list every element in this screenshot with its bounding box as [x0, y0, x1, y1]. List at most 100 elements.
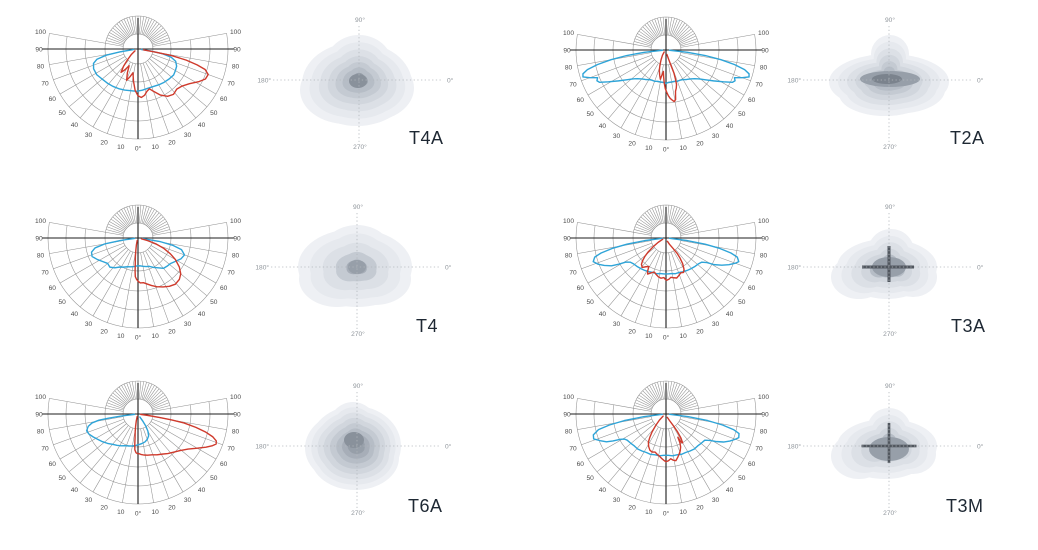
polar-axes: [570, 19, 762, 140]
polar-axes: [42, 207, 234, 328]
panel-label-t2a: T2A: [950, 128, 985, 148]
angle-tick-label: 100: [758, 394, 769, 401]
angle-tick-label: 20: [168, 504, 176, 511]
direction-label-left: 180°: [787, 76, 801, 84]
c90-plane-curve: [582, 49, 750, 84]
polar-axes: [570, 383, 762, 504]
angle-tick-label: 40: [726, 311, 734, 318]
isocandela-diagram-t3a: 90° 270° 180° 0°: [787, 203, 983, 338]
angle-tick-label: 40: [599, 123, 607, 130]
c0-plane-curve: [658, 51, 678, 103]
angle-tick-label: 50: [59, 475, 67, 482]
c0-plane-curve: [134, 413, 217, 456]
angle-tick-label: 100: [758, 218, 769, 225]
angle-tick-label: 80: [232, 253, 240, 260]
angle-tick-label: 80: [565, 253, 573, 260]
c90-plane-curve: [85, 413, 150, 447]
direction-label-left: 180°: [255, 442, 269, 450]
angle-tick-label: 50: [59, 110, 67, 117]
angle-tick-label: 50: [210, 110, 218, 117]
direction-label-bottom: 270°: [351, 509, 365, 517]
direction-label-bottom: 270°: [883, 509, 897, 517]
angle-tick-label: 60: [748, 97, 756, 104]
angle-tick-label: 10: [645, 509, 653, 516]
polar-grid: [575, 380, 757, 505]
angle-tick-label: 0°: [663, 509, 670, 517]
angle-tick-label: 40: [599, 311, 607, 318]
contour-dotted-axes: [271, 392, 441, 508]
angle-tick-label: 40: [71, 311, 79, 318]
angle-tick-label: 60: [748, 461, 756, 468]
angle-tick-label: 20: [168, 139, 176, 146]
angle-tick-label: 70: [569, 81, 577, 88]
angle-tick-label: 20: [696, 328, 704, 335]
angle-tick-label: 60: [220, 96, 228, 103]
angle-tick-label: 70: [755, 81, 763, 88]
angle-tick-label: 80: [760, 65, 768, 72]
panel-label-t3a: T3A: [951, 316, 986, 336]
angle-tick-label: 60: [220, 461, 228, 468]
angle-tick-label: 30: [85, 132, 93, 139]
direction-label-left: 180°: [787, 442, 801, 450]
angle-tick-label: 20: [100, 328, 108, 335]
angle-tick-label: 50: [210, 475, 218, 482]
contour-core-shape: [349, 74, 367, 88]
angle-tick-label: 20: [628, 140, 636, 147]
angle-tick-label: 100: [35, 394, 46, 401]
direction-label-right: 0°: [445, 263, 452, 271]
angle-tick-label: 10: [680, 509, 688, 516]
angle-tick-label: 20: [628, 504, 636, 511]
angle-tick-label: 60: [577, 285, 585, 292]
angle-tick-label: 100: [230, 394, 241, 401]
angle-tick-label: 30: [712, 133, 720, 140]
c0-plane-curve: [640, 238, 685, 281]
angle-tick-label: 70: [227, 445, 235, 452]
angle-tick-label: 60: [220, 285, 228, 292]
direction-label-bottom: 270°: [353, 143, 367, 151]
angle-tick-label: 50: [587, 111, 595, 118]
direction-label-top: 90°: [885, 203, 895, 211]
angle-tick-label: 50: [210, 299, 218, 306]
angle-tick-label: 10: [152, 333, 160, 340]
angle-tick-label: 80: [37, 64, 45, 71]
angle-tick-label: 70: [569, 269, 577, 276]
panel-label-t6a: T6A: [408, 496, 443, 516]
contour-core-shape: [344, 432, 364, 448]
angle-tick-label: 20: [100, 139, 108, 146]
angle-tick-label: 80: [232, 64, 240, 71]
angle-tick-label: 50: [738, 299, 746, 306]
c90-plane-curve: [592, 237, 740, 275]
angle-tick-label: 0°: [663, 333, 670, 341]
angle-tick-label: 100: [758, 30, 769, 37]
angle-tick-label: 40: [198, 487, 206, 494]
angle-tick-label: 90: [761, 47, 769, 54]
c0-plane-curve: [647, 415, 684, 463]
angle-tick-label: 100: [230, 29, 241, 36]
angle-tick-label: 100: [35, 29, 46, 36]
direction-label-bottom: 270°: [883, 143, 897, 151]
contour-dotted-axes: [803, 392, 973, 508]
angle-tick-label: 50: [738, 111, 746, 118]
contour-direction-labels: 90° 270° 180° 0°: [257, 16, 453, 151]
angle-tick-label: 10: [680, 145, 688, 152]
angle-tick-label: 30: [613, 133, 621, 140]
isocandela-diagram-t4: 90° 270° 180° 0°: [255, 203, 451, 338]
angle-tick-label: 20: [696, 504, 704, 511]
contour-direction-labels: 90° 270° 180° 0°: [787, 16, 983, 151]
isocandela-diagram-t3m: 90° 270° 180° 0°: [787, 382, 983, 517]
angle-tick-label: 80: [232, 429, 240, 436]
angle-tick-label: 50: [738, 475, 746, 482]
direction-label-bottom: 270°: [351, 330, 365, 338]
angle-tick-label: 10: [680, 333, 688, 340]
angle-tick-label: 50: [59, 299, 67, 306]
